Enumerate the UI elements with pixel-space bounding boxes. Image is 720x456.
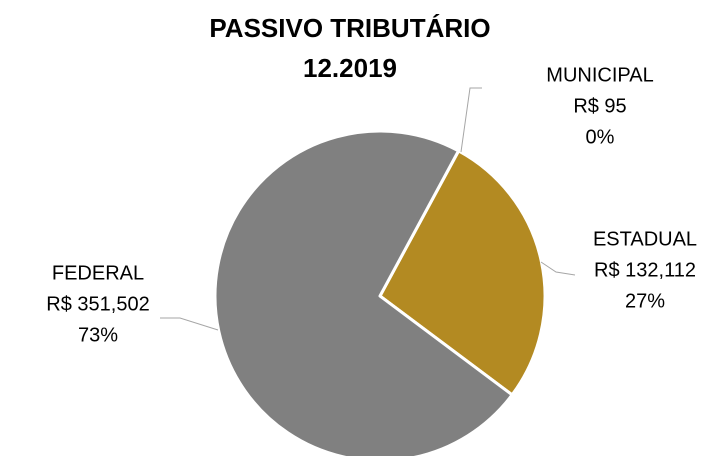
value-label: R$ 132,112: [594, 259, 696, 281]
pie-slice: [378, 149, 547, 397]
value-label: R$ 95: [573, 95, 626, 117]
category-label: FEDERAL: [52, 262, 144, 284]
category-label: ESTADUAL: [593, 228, 697, 250]
category-label: MUNICIPAL: [546, 64, 653, 86]
leader-line: [460, 87, 482, 153]
chart-subtitle: 12.2019: [303, 53, 397, 83]
percent-label: 27%: [625, 290, 665, 312]
percent-label: 0%: [586, 126, 615, 148]
leader-line: [160, 317, 219, 331]
percent-label: 73%: [78, 324, 118, 346]
value-label: R$ 351,502: [46, 293, 149, 315]
leader-line: [540, 261, 576, 276]
chart-title: PASSIVO TRIBUTÁRIO: [209, 13, 490, 43]
